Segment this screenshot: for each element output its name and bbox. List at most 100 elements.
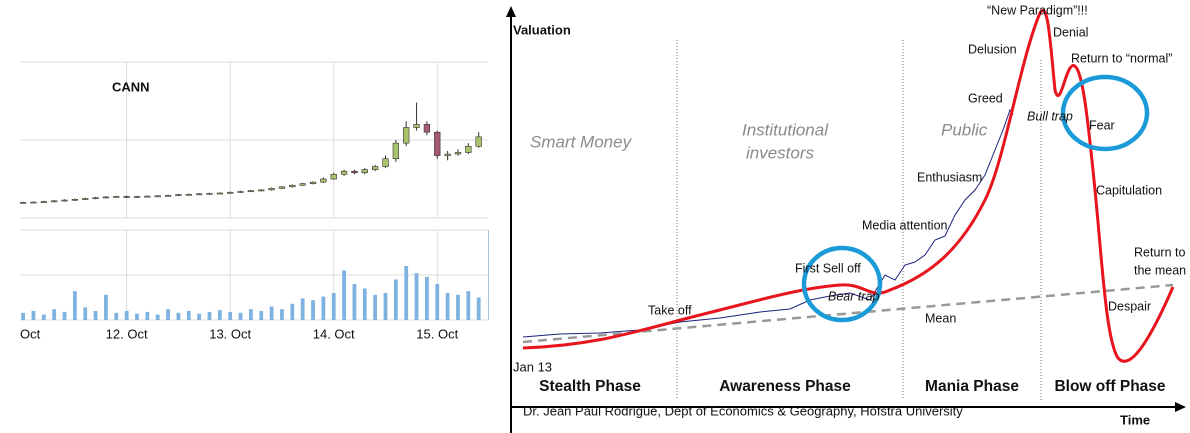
group-label: Smart Money xyxy=(530,132,633,151)
stage-label: Fear xyxy=(1089,118,1115,132)
candle-body xyxy=(71,198,79,201)
volume-bar xyxy=(114,312,119,320)
stage-label: Bull trap xyxy=(1027,109,1073,123)
stage-label: Mean xyxy=(925,311,956,325)
phase-dividers xyxy=(676,40,1042,400)
candle-body xyxy=(102,196,110,199)
candle-body xyxy=(133,196,141,198)
volume-bar xyxy=(321,296,326,320)
candle-body xyxy=(175,194,182,196)
group-label: Public xyxy=(941,120,988,139)
volume-bar xyxy=(414,273,419,320)
candle-body xyxy=(351,170,358,174)
volume-bar xyxy=(166,309,170,320)
candle-body xyxy=(185,193,192,196)
candle-body xyxy=(382,158,389,167)
candle-body xyxy=(40,201,47,203)
x-arrow xyxy=(1175,402,1186,412)
volume-bar xyxy=(207,311,212,320)
candle-body xyxy=(320,178,327,183)
candle-body xyxy=(164,195,172,197)
volume-bar xyxy=(104,294,108,320)
candle-body xyxy=(123,196,130,198)
volume-bar xyxy=(21,312,26,320)
candle-body xyxy=(61,199,68,202)
stage-label: Enthusiasm xyxy=(917,170,982,184)
candle-body xyxy=(434,131,441,156)
candle-body xyxy=(30,201,37,204)
candle-body xyxy=(289,184,296,188)
volume-bar xyxy=(373,294,378,320)
volume-bar xyxy=(259,311,264,320)
volume-bar xyxy=(456,294,460,320)
volume-bar xyxy=(197,313,202,320)
volume-bar xyxy=(393,279,398,320)
volume-bar xyxy=(248,309,253,320)
candle-body xyxy=(371,166,379,170)
stage-label: Delusion xyxy=(968,42,1017,56)
volume-bar xyxy=(145,311,150,320)
candle-body xyxy=(195,193,203,196)
volume-bar xyxy=(445,293,450,320)
x-tick-label: 15. Oct xyxy=(416,326,458,341)
candle-body xyxy=(392,142,399,160)
volume-bar xyxy=(404,266,409,320)
volume-bar xyxy=(176,312,181,320)
volume-bar xyxy=(362,288,367,320)
phase-label: Blow off Phase xyxy=(1054,378,1165,395)
candle-body xyxy=(144,195,151,198)
x-axis-label: Time xyxy=(1120,412,1150,427)
volume-bar xyxy=(435,284,440,320)
candle-body xyxy=(423,124,431,133)
candle-body xyxy=(413,124,420,128)
volume-bar xyxy=(383,293,388,320)
volume-bar xyxy=(352,284,357,320)
phase-label: Stealth Phase xyxy=(539,378,641,395)
candle-body xyxy=(247,190,255,192)
candle-body xyxy=(361,169,368,174)
volume-bar xyxy=(135,313,139,320)
volume-bar xyxy=(476,297,481,320)
volume-bar xyxy=(186,311,191,320)
stage-label: Take off xyxy=(648,303,692,317)
bubble-diagram: Valuation Time Stealth Phase Awareness P… xyxy=(506,3,1186,433)
candle-body xyxy=(154,195,161,198)
volume-bar xyxy=(331,293,336,320)
candle-body xyxy=(113,196,120,198)
candle-body xyxy=(454,152,462,155)
x-tick-label: Oct xyxy=(20,326,41,341)
phase-label: Mania Phase xyxy=(925,378,1019,395)
y-axis-label: Valuation xyxy=(513,22,571,37)
stage-label: Greed xyxy=(968,91,1003,105)
stage-label: “New Paradigm”!!! xyxy=(987,3,1088,17)
group-label: Institutional xyxy=(742,120,829,139)
candle-body xyxy=(92,197,99,200)
candle-body xyxy=(19,202,27,204)
volume-bar xyxy=(425,276,429,320)
candle-body xyxy=(268,188,275,191)
stage-label: First Sell off xyxy=(795,261,861,275)
volume-bar xyxy=(52,309,57,320)
group-label: investors xyxy=(746,143,815,162)
bubble-curve xyxy=(522,9,1175,363)
volume-bar xyxy=(311,300,315,320)
volume-bar xyxy=(217,310,222,320)
volume-bar xyxy=(300,298,305,320)
volume-bar xyxy=(83,307,88,320)
volume-bar xyxy=(124,311,129,320)
volume-bar xyxy=(269,306,274,320)
volume-bar xyxy=(155,314,160,320)
volume-bar xyxy=(31,311,36,320)
candle-body xyxy=(330,174,337,180)
stage-label: Bear trap xyxy=(828,289,879,303)
candle-body xyxy=(475,136,482,147)
credit: Dr. Jean Paul Rodrigue, Dept of Economic… xyxy=(523,403,963,418)
x-tick-label: 12. Oct xyxy=(106,326,148,341)
volume-bar xyxy=(238,312,243,320)
candle-body xyxy=(258,189,265,192)
stage-label: Return to “normal” xyxy=(1071,51,1172,65)
candle-body xyxy=(51,200,58,203)
stage-label: Return to xyxy=(1134,245,1185,259)
volume-bar xyxy=(72,291,77,320)
candle-body xyxy=(309,181,317,184)
